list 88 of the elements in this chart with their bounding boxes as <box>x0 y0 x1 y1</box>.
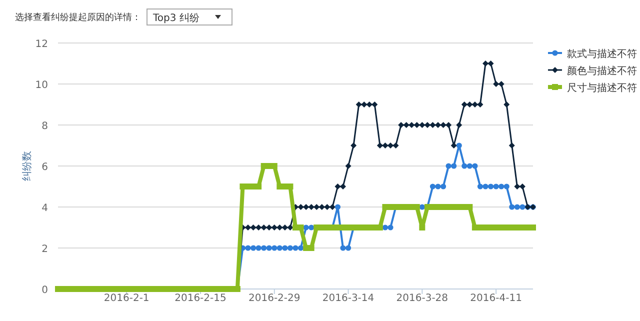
point <box>261 245 267 251</box>
point <box>514 184 520 190</box>
point <box>334 184 341 190</box>
y-tick-label: 6 <box>42 162 48 173</box>
point <box>392 142 399 148</box>
point <box>266 245 272 251</box>
point <box>456 142 462 148</box>
point <box>345 245 352 251</box>
legend-label: 颜色与描述不符 <box>567 65 637 77</box>
y-axis-title: 纠纷数 <box>21 151 33 181</box>
point <box>334 204 341 210</box>
point <box>430 184 436 190</box>
point <box>482 60 488 66</box>
point <box>382 142 388 148</box>
point <box>276 245 282 251</box>
x-tick-label: 2016-3-28 <box>396 293 448 304</box>
point <box>324 204 330 210</box>
point <box>477 184 484 190</box>
point <box>245 224 251 230</box>
point <box>472 163 478 169</box>
y-tick-label: 12 <box>35 39 48 50</box>
point <box>508 142 515 148</box>
point <box>440 184 446 190</box>
point <box>493 184 499 190</box>
point <box>388 142 394 148</box>
point <box>260 224 267 230</box>
point <box>276 224 283 230</box>
point <box>308 204 314 210</box>
point <box>520 204 526 210</box>
x-tick-label: 2016-2-29 <box>248 293 300 304</box>
select: Top3 纠纷 <box>146 8 232 26</box>
point <box>287 245 294 251</box>
legend-label: 款式与描述不符 <box>567 48 637 60</box>
point <box>340 184 346 190</box>
point <box>504 102 510 108</box>
point <box>430 122 436 128</box>
point <box>298 204 304 210</box>
x-tick-label: 2016-2-1 <box>104 293 150 304</box>
point <box>250 245 256 251</box>
point <box>440 122 446 128</box>
y-tick-label: 8 <box>42 121 48 132</box>
y-tick-label: 10 <box>35 80 48 91</box>
point <box>488 184 494 190</box>
point <box>456 122 462 128</box>
point <box>388 224 394 230</box>
point <box>292 245 298 251</box>
point <box>435 184 441 190</box>
y-tick-label: 2 <box>42 244 48 255</box>
point <box>419 122 426 128</box>
point <box>356 102 362 108</box>
point <box>308 224 314 230</box>
point <box>509 204 515 210</box>
point <box>514 204 520 210</box>
point <box>462 163 468 169</box>
point <box>272 245 278 251</box>
point <box>350 142 357 148</box>
point <box>482 184 488 190</box>
point <box>403 122 410 128</box>
point <box>256 245 262 251</box>
point <box>461 102 468 108</box>
point <box>446 163 452 169</box>
chart-title: 选择查看纠纷提起原因的详情： <box>15 12 141 23</box>
legend-label: 尺寸与描述不符 <box>567 82 637 94</box>
point <box>488 60 494 66</box>
chart-subtitle: Top3 纠纷 <box>152 12 200 24</box>
x-tick-label: 2016-3-14 <box>322 293 374 304</box>
point <box>477 102 484 108</box>
point <box>451 163 457 169</box>
point <box>498 184 504 190</box>
point <box>340 245 346 251</box>
point <box>250 224 256 230</box>
point <box>282 245 288 251</box>
point <box>376 142 383 148</box>
point <box>345 163 352 169</box>
y-tick-label: 0 <box>42 285 48 296</box>
point <box>498 81 504 87</box>
x-tick-label: 2016-4-11 <box>470 293 522 304</box>
point <box>466 163 472 169</box>
point <box>504 184 510 190</box>
point <box>245 245 251 251</box>
point <box>372 102 378 108</box>
x-tick-label: 2016-2-15 <box>174 293 226 304</box>
point <box>466 102 473 108</box>
point <box>382 224 388 230</box>
point <box>298 245 304 251</box>
point <box>435 122 441 128</box>
y-tick-label: 4 <box>42 203 48 214</box>
point <box>446 122 452 128</box>
